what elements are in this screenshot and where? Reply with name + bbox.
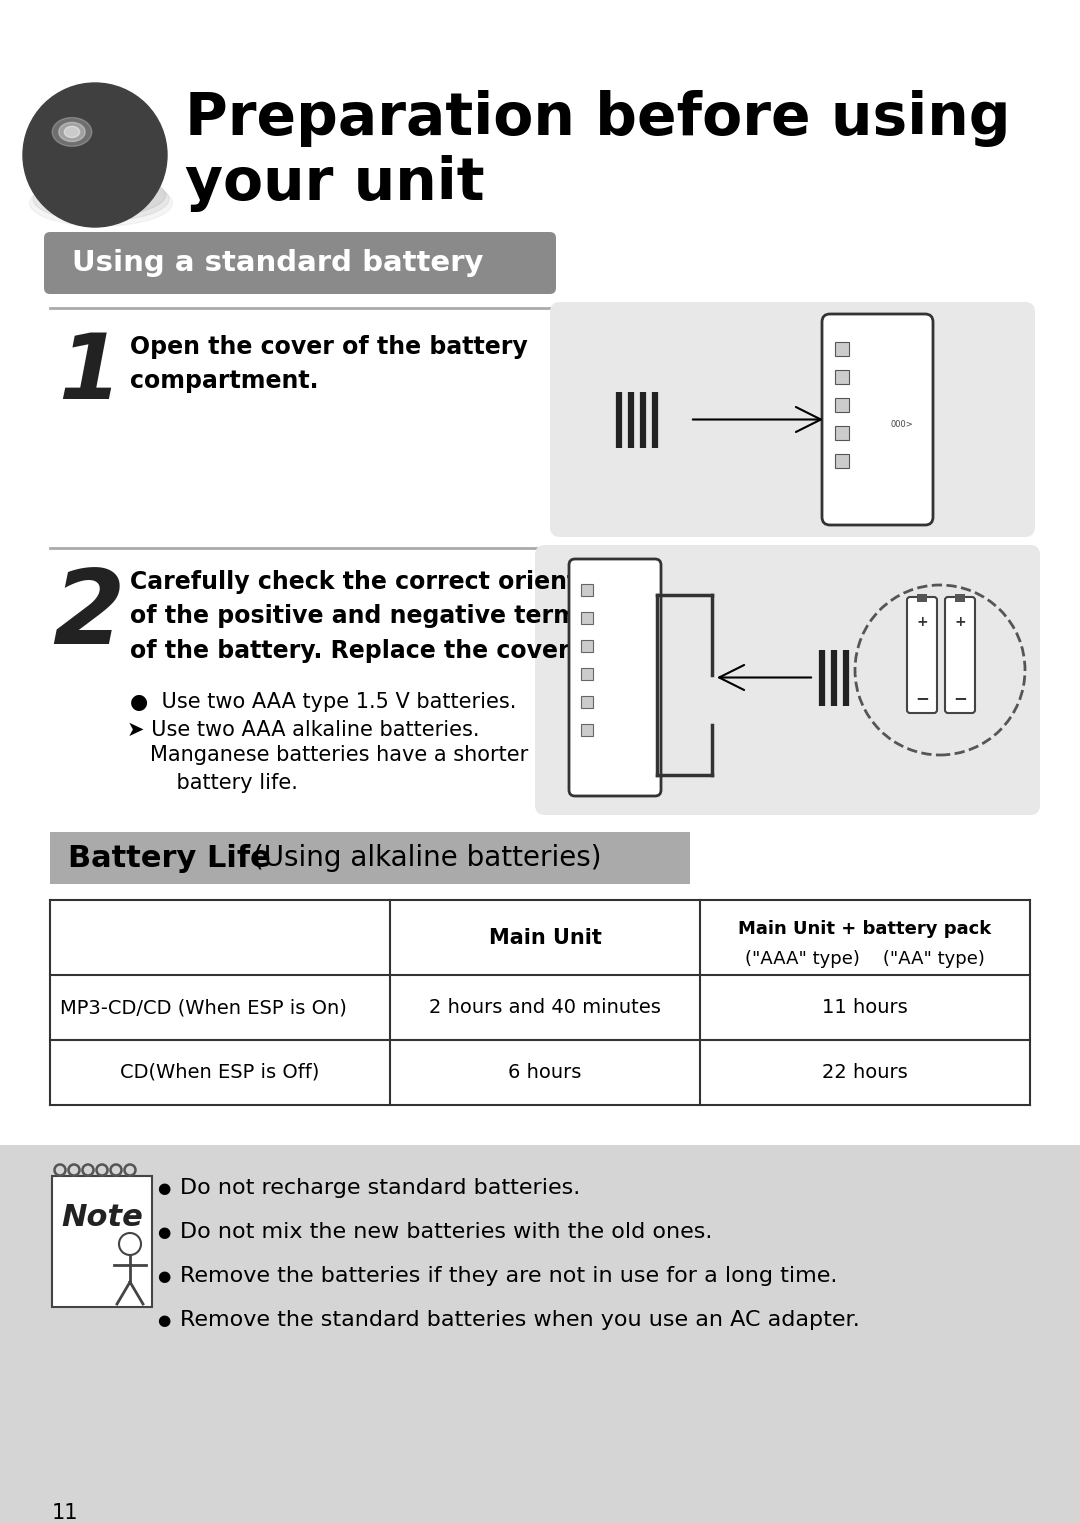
Circle shape	[855, 585, 1025, 755]
Text: 000>: 000>	[890, 420, 913, 429]
Bar	[917, 594, 927, 602]
Circle shape	[82, 1165, 94, 1176]
Text: +: +	[916, 615, 928, 629]
Bar	[581, 723, 593, 736]
FancyBboxPatch shape	[44, 231, 556, 294]
Bar	[581, 669, 593, 679]
Text: −: −	[953, 688, 967, 707]
Text: ➤ Use two AAA alkaline batteries.: ➤ Use two AAA alkaline batteries.	[127, 720, 480, 740]
Ellipse shape	[23, 82, 167, 227]
FancyBboxPatch shape	[945, 597, 975, 713]
Bar	[835, 426, 849, 440]
FancyBboxPatch shape	[822, 314, 933, 525]
Bar	[835, 370, 849, 384]
Text: Note: Note	[62, 1203, 143, 1232]
Text: CD(When ESP is Off): CD(When ESP is Off)	[120, 1063, 320, 1081]
Text: Do not recharge standard batteries.: Do not recharge standard batteries.	[180, 1177, 580, 1199]
Text: 1: 1	[58, 330, 121, 417]
Bar	[581, 640, 593, 652]
Text: +: +	[955, 615, 966, 629]
Text: ●  Use two AAA type 1.5 V batteries.: ● Use two AAA type 1.5 V batteries.	[130, 691, 516, 711]
Text: Battery Life: Battery Life	[68, 844, 271, 873]
Text: Main Unit: Main Unit	[488, 928, 602, 947]
Ellipse shape	[65, 126, 80, 137]
Text: ●: ●	[157, 1224, 171, 1240]
FancyBboxPatch shape	[907, 597, 937, 713]
Text: Preparation before using: Preparation before using	[185, 90, 1011, 148]
Text: Remove the batteries if they are not in use for a long time.: Remove the batteries if they are not in …	[180, 1266, 837, 1285]
Text: Carefully check the correct orientation
of the positive and negative terminals
o: Carefully check the correct orientation …	[130, 570, 647, 663]
Bar	[581, 612, 593, 624]
Text: 2 hours and 40 minutes: 2 hours and 40 minutes	[429, 998, 661, 1017]
Circle shape	[96, 1165, 108, 1176]
Circle shape	[110, 1165, 121, 1176]
Ellipse shape	[37, 174, 165, 216]
Text: 11: 11	[52, 1503, 79, 1523]
Text: Using a standard battery: Using a standard battery	[72, 248, 484, 277]
Text: 11 hours: 11 hours	[822, 998, 908, 1017]
Text: −: −	[915, 688, 929, 707]
FancyBboxPatch shape	[535, 545, 1040, 815]
FancyBboxPatch shape	[52, 1176, 152, 1307]
Circle shape	[124, 1165, 135, 1176]
FancyBboxPatch shape	[50, 832, 690, 883]
FancyBboxPatch shape	[569, 559, 661, 797]
Text: ("AAA" type)    ("AA" type): ("AAA" type) ("AA" type)	[745, 950, 985, 969]
Text: Remove the standard batteries when you use an AC adapter.: Remove the standard batteries when you u…	[180, 1310, 860, 1330]
Text: 22 hours: 22 hours	[822, 1063, 908, 1081]
Bar	[835, 454, 849, 468]
Ellipse shape	[33, 177, 168, 221]
Text: Do not mix the new batteries with the old ones.: Do not mix the new batteries with the ol…	[180, 1221, 713, 1241]
Circle shape	[54, 1165, 66, 1176]
Circle shape	[68, 1165, 80, 1176]
Ellipse shape	[52, 117, 92, 146]
Bar	[955, 594, 966, 602]
Ellipse shape	[58, 122, 85, 142]
Text: MP3-CD/CD (When ESP is On): MP3-CD/CD (When ESP is On)	[60, 998, 347, 1017]
Bar	[835, 398, 849, 413]
Bar	[835, 343, 849, 356]
Text: 2: 2	[52, 565, 124, 666]
Text: ●: ●	[157, 1180, 171, 1196]
Text: your unit: your unit	[185, 155, 485, 212]
Bar	[0, 1145, 1080, 1523]
Text: Main Unit + battery pack: Main Unit + battery pack	[739, 920, 991, 938]
Text: 6 hours: 6 hours	[509, 1063, 582, 1081]
Text: ●: ●	[157, 1269, 171, 1284]
Ellipse shape	[29, 180, 173, 225]
Text: ●: ●	[157, 1313, 171, 1328]
Text: (Using alkaline batteries): (Using alkaline batteries)	[253, 844, 602, 873]
Bar	[581, 696, 593, 708]
FancyBboxPatch shape	[550, 302, 1035, 538]
Circle shape	[119, 1234, 141, 1255]
Bar	[581, 583, 593, 595]
Text: Manganese batteries have a shorter
    battery life.: Manganese batteries have a shorter batte…	[150, 745, 528, 793]
Text: Open the cover of the battery
compartment.: Open the cover of the battery compartmen…	[130, 335, 528, 393]
